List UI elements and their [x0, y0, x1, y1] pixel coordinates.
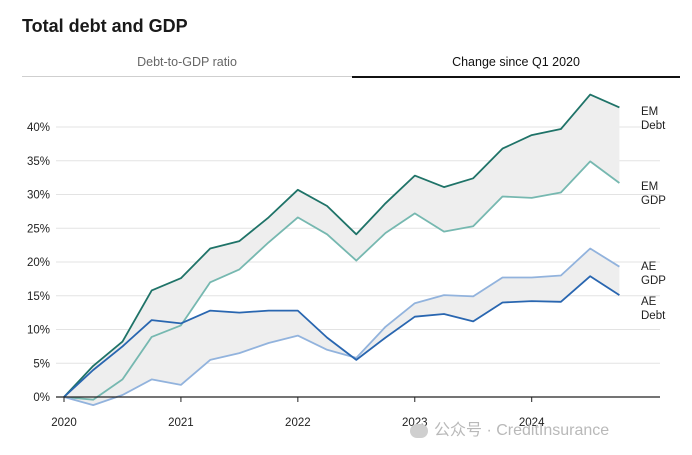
series-line-em-debt	[63, 93, 620, 398]
y-tick-label: 25%	[27, 223, 50, 235]
series-lines	[63, 93, 620, 407]
series-label-ae-gdp: GDP	[641, 275, 666, 287]
watermark: 公众号 · CreditInsurance	[410, 416, 609, 440]
series-label-em-debt: Debt	[641, 120, 666, 132]
y-tick-label: 5%	[33, 358, 50, 370]
y-tick-label: 40%	[27, 122, 50, 134]
series-line-em-gdp	[63, 160, 620, 401]
tab-change-since-q1-2020[interactable]: Change since Q1 2020	[352, 52, 680, 78]
y-tick-label: 15%	[27, 291, 50, 303]
series-label-ae-debt: Debt	[641, 310, 666, 322]
axes: 0% 5% 10% 15% 20% 25% 30% 35% 40% 2020 2021 2022 202…	[27, 122, 660, 429]
x-tick-label: 2022	[285, 417, 311, 429]
x-tick-label: 2021	[168, 417, 194, 429]
series-label-ae-debt: AE	[641, 296, 657, 308]
series-label-em-debt: EM	[641, 106, 658, 118]
tab-debt-to-gdp-ratio[interactable]: Debt-to-GDP ratio	[22, 52, 352, 77]
watermark-text: 公众号 · CreditInsurance	[434, 422, 610, 439]
y-tick-label: 30%	[27, 190, 50, 202]
series-label-em-gdp: GDP	[641, 195, 666, 207]
series-label-em-gdp: EM	[641, 181, 658, 193]
x-tick-label: 2020	[51, 417, 77, 429]
series-line-ae-gdp	[63, 247, 620, 407]
x-tick-label: 2024	[519, 417, 545, 429]
series-labels: EM Debt EM GDP AE GDP AE Debt	[641, 106, 666, 322]
y-tick-label: 10%	[27, 325, 50, 337]
series-label-ae-gdp: AE	[641, 261, 657, 273]
series-line-ae-debt	[63, 275, 620, 398]
y-tick-label: 20%	[27, 257, 50, 269]
y-tick-label: 35%	[27, 156, 50, 168]
chart-title: Total debt and GDP	[22, 16, 188, 36]
tab-bar: Debt-to-GDP ratio Change since Q1 2020	[22, 52, 680, 78]
y-tick-label: 0%	[33, 392, 50, 404]
range-bands	[64, 94, 620, 406]
wechat-icon	[410, 423, 428, 438]
